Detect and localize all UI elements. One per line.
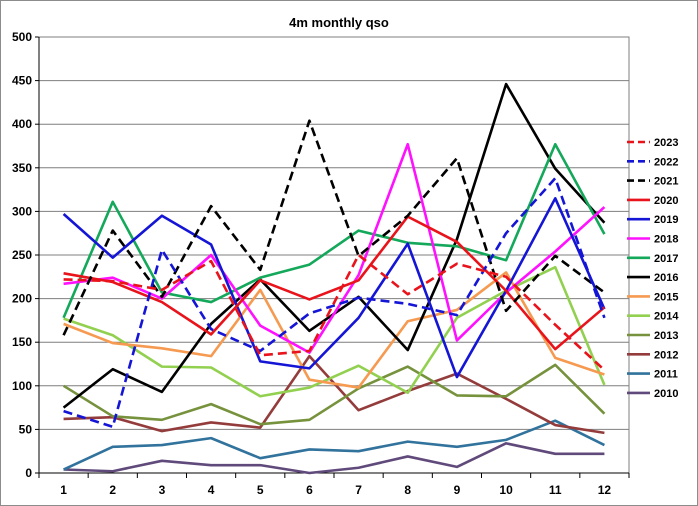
legend-label-2013: 2013 (654, 330, 678, 342)
legend: 2023 2022 2021 2020 2019 2018 2017 2016 2015 2014… (627, 137, 679, 400)
legend-label-2023: 2023 (654, 137, 678, 149)
series-line-2017 (62, 142, 606, 319)
series-line-2021 (62, 119, 606, 336)
x-tick-label: 2 (109, 483, 116, 497)
legend-label-2021: 2021 (654, 176, 678, 188)
series-line-2014 (63, 265, 606, 398)
legend-label-2012: 2012 (654, 349, 678, 361)
y-tick-label: 350 (12, 161, 32, 175)
legend-label-2015: 2015 (654, 291, 678, 303)
x-tick-label: 8 (404, 483, 411, 497)
series-line-2012 (63, 354, 605, 435)
series-lines (62, 82, 606, 475)
y-tick-label: 250 (12, 248, 32, 262)
x-tick-label: 10 (499, 483, 513, 497)
chart-title: 4m monthly qso (289, 15, 389, 30)
x-tick-label: 3 (159, 483, 166, 497)
legend-label-2020: 2020 (654, 195, 678, 207)
series-line-2022 (63, 176, 606, 429)
legend-label-2011: 2011 (654, 369, 678, 381)
x-tick-label: 11 (549, 483, 562, 497)
legend-label-2018: 2018 (654, 234, 678, 246)
x-tick-label: 7 (355, 483, 362, 497)
y-tick-label: 400 (12, 117, 32, 131)
series-line-2011 (63, 419, 605, 471)
x-tick-label: 6 (306, 483, 313, 497)
series-line-2016 (62, 82, 606, 409)
y-tick-label: 200 (12, 292, 32, 306)
gridlines (39, 36, 629, 430)
series-line-2019 (62, 197, 606, 379)
x-tick-label: 9 (454, 483, 461, 497)
legend-label-2019: 2019 (654, 214, 678, 226)
x-tick-label: 5 (257, 483, 264, 497)
y-tick-label: 300 (12, 204, 32, 218)
x-tick-label: 1 (60, 483, 67, 497)
y-tick-label: 150 (12, 335, 32, 349)
y-tick-label: 500 (12, 30, 32, 44)
legend-label-2017: 2017 (654, 253, 678, 265)
y-tick-label: 450 (12, 74, 32, 88)
y-tick-label: 50 (19, 422, 33, 436)
legend-label-2022: 2022 (654, 156, 678, 168)
y-tick-label: 0 (25, 466, 32, 480)
y-tick-label: 100 (12, 379, 32, 393)
x-tick-label: 4 (208, 483, 215, 497)
series-line-2013 (62, 363, 606, 426)
series-line-2023 (63, 253, 606, 372)
legend-label-2014: 2014 (654, 311, 679, 323)
series-line-2010 (63, 442, 605, 475)
x-tick-label: 12 (598, 483, 612, 497)
legend-label-2010: 2010 (654, 388, 678, 400)
legend-label-2016: 2016 (654, 272, 678, 284)
